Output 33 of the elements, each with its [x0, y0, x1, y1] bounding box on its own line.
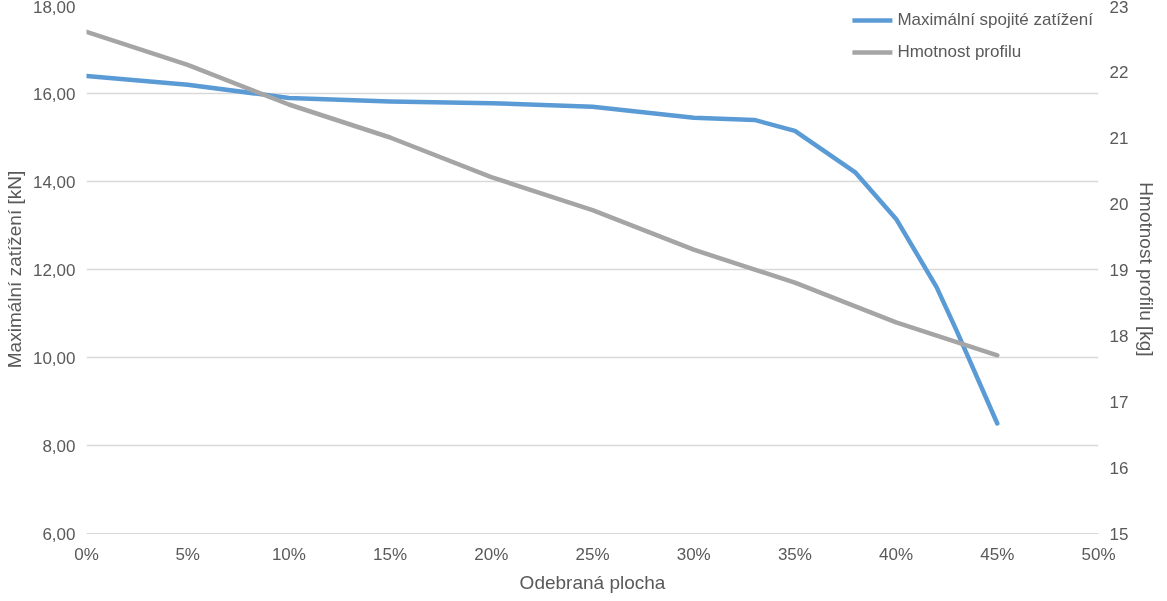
- x-tick-label: 5%: [175, 544, 200, 564]
- x-tick-label: 20%: [474, 544, 509, 564]
- x-tick-label: 10%: [271, 544, 306, 564]
- x-tick-label: 15%: [373, 544, 408, 564]
- y2-tick-label: 22: [1109, 62, 1129, 82]
- x-tick-label: 25%: [575, 544, 610, 564]
- x-tick-label: 50%: [1081, 544, 1116, 564]
- y-tick-label: 6,00: [42, 524, 76, 544]
- y-tick-label: 10,00: [32, 348, 76, 368]
- y2-tick-label: 20: [1109, 194, 1129, 214]
- x-axis-title: Odebraná plocha: [519, 571, 666, 593]
- y-tick-label: 16,00: [32, 84, 76, 104]
- y-tick-label: 18,00: [32, 0, 76, 17]
- y2-tick-label: 17: [1109, 392, 1129, 412]
- x-tick-label: 0%: [74, 544, 99, 564]
- legend-label: Hmotnost profilu: [897, 42, 1022, 62]
- y-tick-label: 8,00: [42, 436, 76, 456]
- line-series: [86, 73, 1000, 426]
- y2-tick-label: 15: [1109, 524, 1129, 544]
- y-tick-label: 14,00: [32, 172, 76, 192]
- y2-tick-label: 16: [1109, 458, 1129, 478]
- y-tick-label: 12,00: [32, 260, 76, 280]
- y2-tick-label: 21: [1109, 128, 1129, 148]
- x-tick-label: 30%: [676, 544, 711, 564]
- legend-label: Maximální spojité zatížení: [897, 10, 1093, 30]
- y2-tick-label: 23: [1109, 0, 1129, 17]
- y2-tick-label: 19: [1109, 260, 1129, 280]
- y2-tick-label: 18: [1109, 326, 1129, 346]
- y2-axis-title: Hmotnost profilu [kg]: [1136, 182, 1158, 357]
- x-tick-label: 40%: [879, 544, 914, 564]
- x-tick-label: 45%: [980, 544, 1015, 564]
- x-tick-label: 35%: [777, 544, 812, 564]
- y-axis-title: Maximální zatížení [kN]: [3, 170, 25, 369]
